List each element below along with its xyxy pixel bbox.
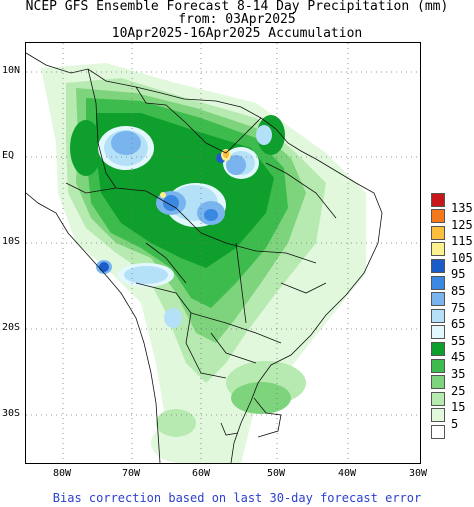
legend-swatch [431,242,445,257]
legend-swatch [431,358,445,373]
legend-label: 55 [451,333,466,348]
legend-swatch [431,375,445,390]
lon-label-70w: 70W [121,468,141,479]
lon-label-30w: 30W [408,468,428,479]
legend-label: 95 [451,267,466,282]
bias-correction-note: Bias correction based on last 30-day for… [52,491,422,505]
legend-label: 135 [451,200,473,215]
legend-swatch [431,275,445,290]
legend-swatch [431,225,445,240]
map-title: NCEP GFS Ensemble Forecast 8-14 Day Prec… [25,0,449,14]
legend-label: 105 [451,250,473,265]
legend-swatch [431,209,445,224]
lon-label-80w: 80W [52,468,72,479]
lat-label-30s: 30S [2,408,21,419]
legend-label: 25 [451,383,466,398]
map-canvas [26,43,420,463]
lon-label-40w: 40W [337,468,357,479]
lon-label-50w: 50W [266,468,286,479]
legend-label: 5 [451,416,459,431]
graticule [26,43,420,463]
legend-label: 75 [451,300,466,315]
legend-swatch [431,342,445,356]
accumulation-period: 10Apr2025-16Apr2025 Accumulation [111,26,363,41]
legend-label: 35 [451,366,466,381]
lon-label-60w: 60W [191,468,211,479]
lat-label-20s: 20S [2,322,21,333]
legend-swatch [431,192,445,207]
legend-label: 125 [451,217,473,232]
legend-label: 45 [451,350,466,365]
forecast-init-date: from: 03Apr2025 [178,12,296,27]
legend-label: 115 [451,234,473,249]
coastlines-borders [26,52,383,463]
legend-label: 15 [451,400,466,415]
legend-swatch [431,259,445,273]
legend-label: 65 [451,317,466,332]
lat-label-eq: EQ [2,150,15,161]
precipitation-map [25,42,421,464]
legend-swatch [431,308,445,323]
legend-swatch [431,325,445,340]
legend-swatch [431,292,445,307]
legend-swatch [431,408,445,423]
legend-label: 85 [451,283,466,298]
legend-swatch [431,391,445,406]
legend-swatch [431,425,445,439]
lat-label-10s: 10S [2,236,21,247]
lat-label-10n: 10N [2,65,21,76]
